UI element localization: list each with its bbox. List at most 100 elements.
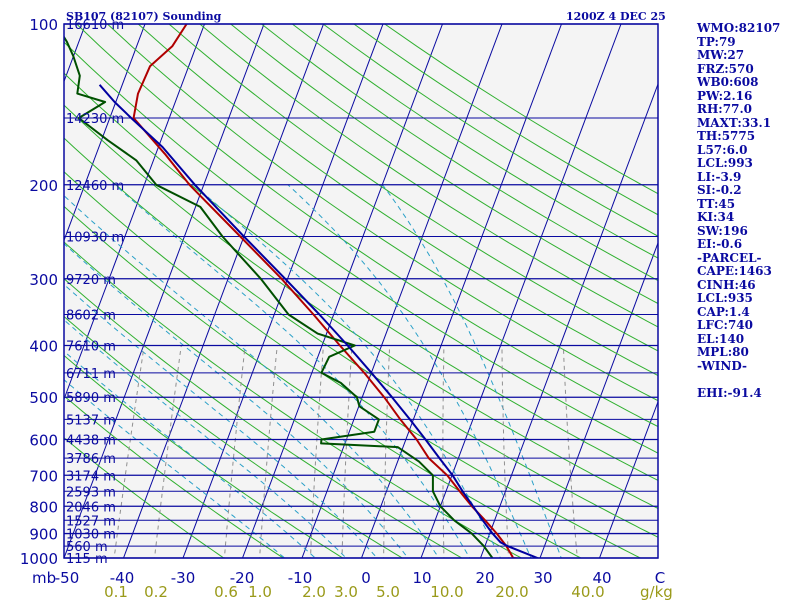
mixing-ratio-unit-label: g/kg [640,583,673,600]
pressure-label: 800 [29,498,58,516]
mixing-ratio-line [223,345,246,558]
height-label: 12460 m [66,179,124,194]
mixing-ratio-label: 3.0 [334,583,358,600]
background-lines [0,12,658,569]
mixing-ratio-line [153,345,182,558]
mixing-ratio-line [501,345,510,558]
mixing-ratio-label: 5.0 [376,583,400,600]
temperature-label: -20 [230,569,255,587]
mixing-ratio-line [259,345,278,558]
temperature-label: -10 [288,569,313,587]
isotherm-line [598,400,658,558]
mixing-ratio-label: 0.1 [104,583,128,600]
height-label: 10930 m [66,230,124,245]
temperature-label: 40 [592,569,611,587]
index-wmo: WMO:82107 [697,21,781,35]
dry-adiabat-line [230,24,658,305]
index-lcl: LCL:993 [697,156,753,170]
temperature-label: -30 [171,569,196,587]
height-label: 115 m [66,552,108,567]
dry-adiabat-line [107,24,658,402]
isotherm-line [420,24,622,558]
temperature-label: 10 [412,569,431,587]
index-pw: PW:2.16 [697,88,753,103]
height-label: 6711 m [66,367,116,382]
dry-adiabat-line [291,24,658,259]
dry-adiabat-line [64,437,225,558]
temperature-label: 30 [533,569,552,587]
dry-adiabat-line [64,278,463,558]
mixing-ratio-label: 2.0 [302,583,326,600]
index-cape: CAPE:1463 [697,264,772,278]
index-tt: TT:45 [697,196,736,211]
moist-adiabat-line [382,184,562,558]
height-label: 14230 m [66,112,124,127]
height-label: 560 m [66,540,108,555]
temperature-label: C [655,569,665,587]
height-label: 2593 m [66,485,116,500]
pressure-label: 700 [29,467,58,485]
parcel-header: -PARCEL- [697,250,762,265]
dry-adiabat-line [137,24,658,377]
temperature-label: 20 [475,569,494,587]
dry-adiabat-line [168,24,658,352]
mixing-ratio-line [442,345,445,558]
index-maxt: MAXT:33.1 [697,115,772,130]
index-li: LI:-3.9 [697,169,742,184]
parcel-line [98,84,541,558]
moist-adiabat-line [193,184,501,558]
pressure-unit-label: mb [32,569,56,587]
isotherm-line [539,241,658,558]
index-si: SI:-0.2 [697,183,742,197]
dry-adiabat-line [64,41,658,454]
profiles [64,24,541,558]
mixing-ratio-line [562,345,578,558]
height-label: 4438 m [66,434,116,449]
moist-adiabat-line [114,184,471,558]
mixing-ratio-label: 20.0 [495,583,528,600]
index-parcel-lcl: LCL:935 [697,291,753,305]
height-label: 3786 m [66,452,116,467]
indices-panel: WMO:82107 TP:79 MW:27 FRZ:570 WB0:608 PW… [697,21,800,400]
pressure-label: 500 [29,389,58,407]
pressure-label: 900 [29,526,58,544]
index-el: EL:140 [697,331,745,346]
isotherm-line [360,24,563,558]
dry-adiabat-line [199,24,658,328]
valid-time: 1200Z 4 DEC 25 [566,10,666,23]
dewpoint-line [64,35,494,558]
index-cinh: CINH:46 [697,277,756,292]
mixing-ratio-label: 10.0 [430,583,463,600]
index-mw: MW:27 [697,48,745,62]
moist-adiabat-line [64,319,347,558]
height-label: 7610 m [66,340,116,355]
mixing-ratio-line [113,345,145,558]
moist-adiabat-line [64,379,286,558]
dry-adiabat-line [76,24,658,428]
isotherm-line [182,24,384,558]
chart-title: SB107 (82107) Sounding [66,10,222,23]
height-label: 9720 m [66,273,116,288]
index-l57: L57:6.0 [697,142,748,157]
dry-adiabat-line [64,315,404,558]
isotherm-line [0,12,30,569]
isotherm-line [479,82,658,558]
mixing-ratio-label: 0.6 [214,583,238,600]
index-ki: KI:34 [697,210,735,224]
index-ei: EI:-0.6 [697,237,743,251]
isotherm-line [64,24,206,401]
moist-adiabat-line [287,184,532,558]
height-label: 3174 m [66,469,116,484]
dry-adiabat-line [64,395,285,558]
index-mpl: MPL:80 [697,345,749,359]
pressure-label: 600 [29,432,58,450]
moist-adiabat-line [64,283,378,558]
pressure-label: 1000 [20,550,58,568]
isotherm-line [122,24,325,558]
panel-spacer [697,373,800,387]
mixing-ratio-label: 40.0 [571,583,604,600]
height-label: 5890 m [66,391,116,406]
wind-header: -WIND- [697,358,747,373]
